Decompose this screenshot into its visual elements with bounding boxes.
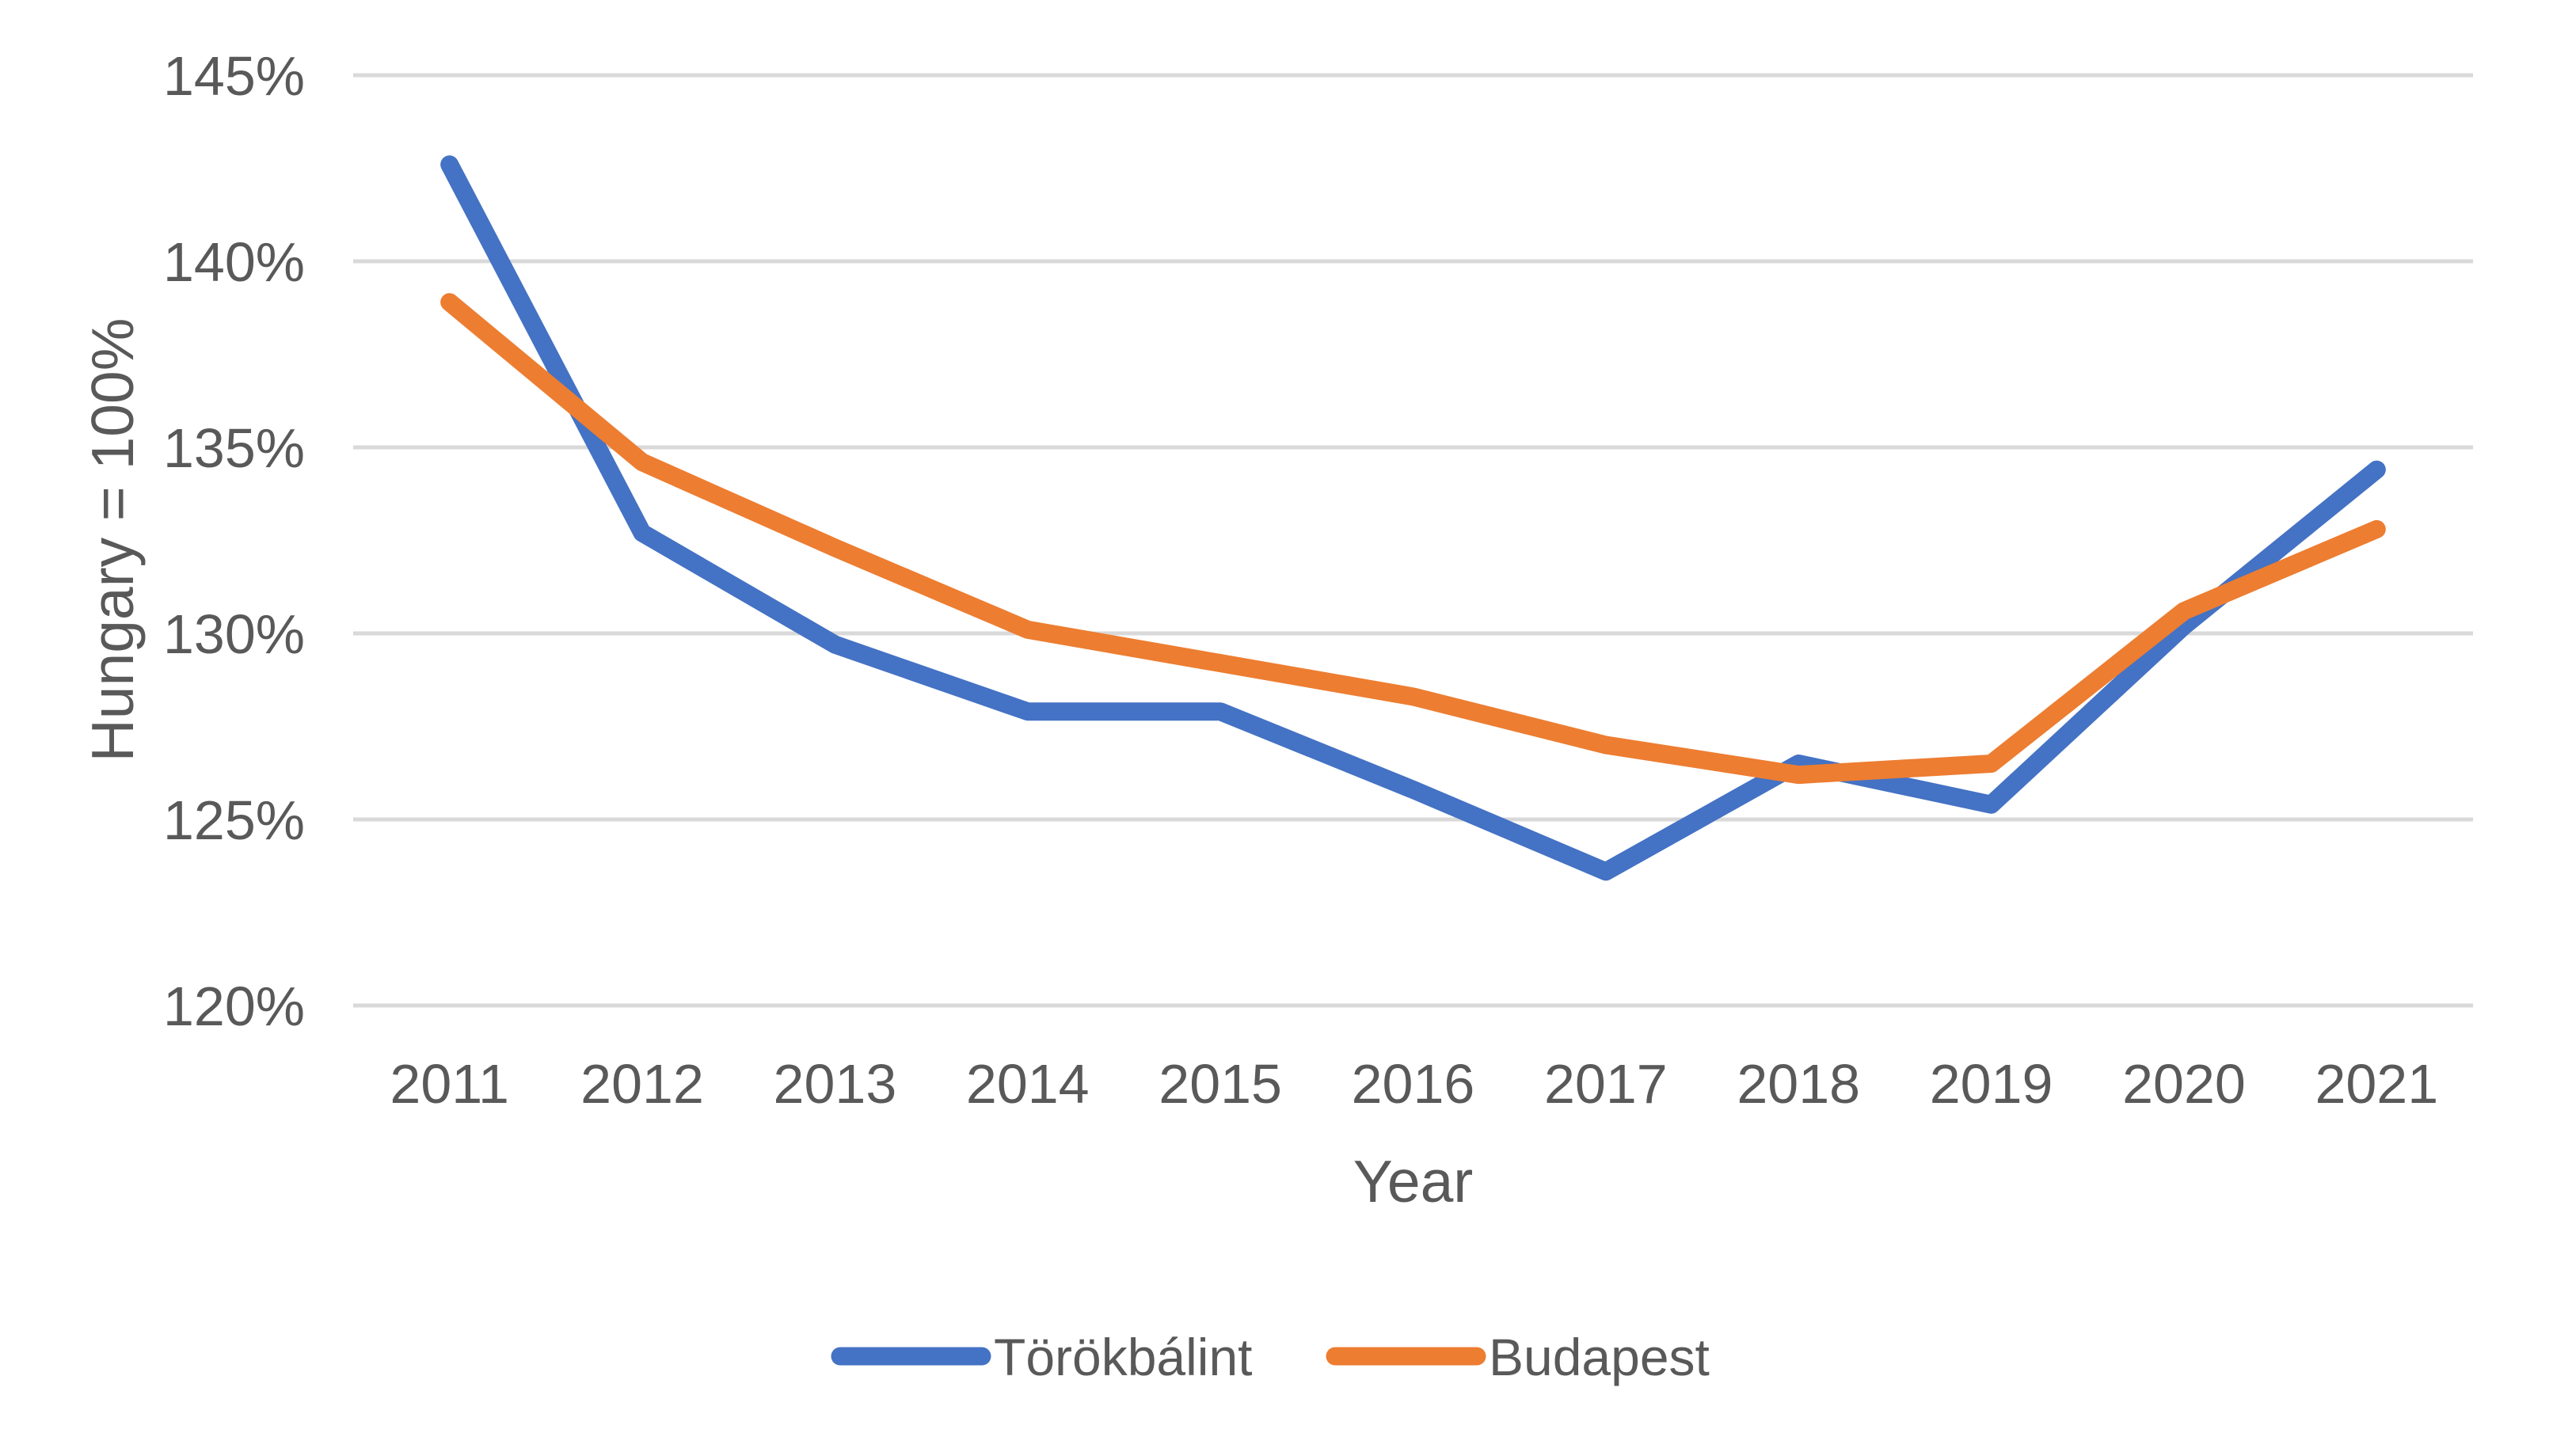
legend-label-0: Törökbálint bbox=[994, 1328, 1253, 1386]
x-tick-label: 2016 bbox=[1352, 1053, 1475, 1115]
x-tick-label: 2020 bbox=[2122, 1053, 2246, 1115]
x-tick-label: 2013 bbox=[774, 1053, 897, 1115]
y-tick-label: 145% bbox=[163, 45, 305, 107]
legend-label-1: Budapest bbox=[1489, 1328, 1710, 1386]
x-tick-label: 2019 bbox=[1930, 1053, 2053, 1115]
x-axis-title: Year bbox=[1353, 1148, 1474, 1215]
y-tick-label: 125% bbox=[163, 789, 305, 851]
y-tick-label: 130% bbox=[163, 603, 305, 665]
y-tick-label: 120% bbox=[163, 975, 305, 1037]
y-tick-label: 135% bbox=[163, 417, 305, 479]
x-tick-label: 2011 bbox=[390, 1053, 509, 1115]
x-tick-label: 2017 bbox=[1544, 1053, 1668, 1115]
series-line-0 bbox=[440, 155, 2386, 881]
series-line-1 bbox=[440, 293, 2386, 785]
x-tick-label: 2012 bbox=[580, 1053, 704, 1115]
x-tick-label: 2015 bbox=[1159, 1053, 1282, 1115]
x-tick-label: 2018 bbox=[1737, 1053, 1860, 1115]
y-tick-label: 140% bbox=[163, 231, 305, 293]
x-tick-label: 2014 bbox=[966, 1053, 1090, 1115]
x-tick-label: 2021 bbox=[2315, 1053, 2438, 1115]
y-axis-title: Hungary = 100% bbox=[79, 318, 146, 762]
